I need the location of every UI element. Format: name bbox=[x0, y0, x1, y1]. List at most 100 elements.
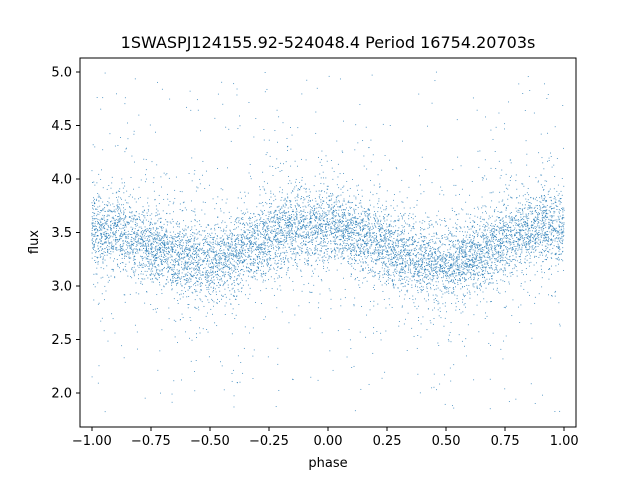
scatter-point bbox=[291, 224, 293, 225]
scatter-point bbox=[445, 256, 447, 258]
scatter-point bbox=[497, 240, 499, 242]
scatter-point bbox=[326, 218, 328, 220]
scatter-point bbox=[405, 318, 406, 320]
scatter-point bbox=[175, 320, 177, 322]
scatter-point bbox=[519, 256, 521, 258]
scatter-point bbox=[417, 274, 419, 276]
scatter-point bbox=[128, 245, 130, 247]
scatter-point bbox=[315, 259, 317, 261]
scatter-point bbox=[263, 243, 265, 245]
scatter-point bbox=[183, 276, 184, 278]
scatter-point bbox=[517, 249, 519, 251]
scatter-point bbox=[488, 282, 490, 284]
scatter-point bbox=[485, 268, 487, 270]
scatter-point bbox=[279, 247, 281, 249]
scatter-point bbox=[331, 213, 333, 215]
scatter-point bbox=[240, 269, 242, 271]
scatter-point bbox=[156, 258, 158, 259]
scatter-point bbox=[510, 228, 512, 230]
scatter-point bbox=[352, 202, 353, 203]
scatter-point bbox=[443, 194, 445, 196]
scatter-point bbox=[276, 214, 278, 216]
scatter-point bbox=[510, 236, 512, 238]
scatter-point bbox=[465, 252, 467, 254]
scatter-point bbox=[203, 250, 205, 252]
scatter-point bbox=[379, 271, 381, 273]
scatter-point bbox=[473, 278, 475, 280]
scatter-point bbox=[127, 247, 128, 249]
scatter-point bbox=[549, 268, 551, 270]
scatter-point bbox=[449, 232, 450, 234]
scatter-point bbox=[314, 175, 316, 177]
scatter-point bbox=[535, 243, 537, 245]
scatter-point bbox=[209, 248, 211, 249]
scatter-point bbox=[399, 295, 400, 297]
scatter-point bbox=[397, 229, 399, 231]
scatter-point bbox=[452, 287, 454, 289]
scatter-point bbox=[247, 243, 249, 245]
scatter-point bbox=[322, 231, 324, 233]
scatter-point bbox=[350, 252, 352, 254]
scatter-point bbox=[178, 276, 180, 278]
scatter-point bbox=[455, 252, 457, 254]
scatter-point bbox=[212, 249, 214, 251]
scatter-point bbox=[380, 221, 381, 223]
scatter-point bbox=[152, 254, 154, 255]
scatter-point bbox=[426, 247, 428, 249]
scatter-point bbox=[268, 269, 270, 271]
scatter-point bbox=[420, 229, 422, 231]
scatter-point bbox=[288, 218, 290, 220]
scatter-point bbox=[124, 266, 126, 267]
scatter-point bbox=[207, 250, 209, 252]
scatter-point bbox=[510, 231, 512, 233]
scatter-point bbox=[385, 263, 387, 265]
scatter-point bbox=[100, 108, 102, 110]
scatter-point bbox=[547, 233, 549, 235]
scatter-point bbox=[249, 247, 251, 249]
scatter-point bbox=[249, 293, 251, 295]
scatter-point bbox=[554, 211, 556, 213]
scatter-point bbox=[364, 212, 365, 214]
scatter-point bbox=[323, 200, 325, 202]
scatter-point bbox=[394, 254, 396, 255]
scatter-point bbox=[514, 235, 516, 236]
scatter-point bbox=[133, 273, 135, 275]
scatter-point bbox=[305, 229, 307, 231]
scatter-point bbox=[395, 271, 397, 273]
scatter-point bbox=[163, 257, 165, 258]
scatter-point bbox=[124, 182, 125, 184]
scatter-point bbox=[367, 231, 369, 233]
scatter-point bbox=[519, 238, 521, 240]
scatter-point bbox=[558, 259, 560, 261]
scatter-point bbox=[374, 211, 376, 212]
scatter-point bbox=[363, 253, 365, 255]
scatter-point bbox=[230, 230, 231, 232]
scatter-point bbox=[524, 216, 526, 218]
scatter-point bbox=[470, 276, 472, 278]
scatter-point bbox=[489, 272, 491, 274]
scatter-point bbox=[133, 232, 135, 233]
scatter-point bbox=[342, 217, 344, 219]
scatter-point bbox=[175, 251, 176, 253]
scatter-point bbox=[176, 273, 178, 275]
scatter-point bbox=[382, 253, 383, 255]
scatter-point bbox=[101, 243, 103, 245]
scatter-point bbox=[200, 282, 202, 284]
scatter-point bbox=[184, 264, 186, 266]
scatter-point bbox=[185, 225, 187, 227]
scatter-point bbox=[339, 207, 341, 209]
scatter-point bbox=[544, 216, 546, 218]
scatter-point bbox=[502, 270, 504, 271]
scatter-point bbox=[341, 234, 343, 236]
scatter-point bbox=[121, 178, 123, 180]
scatter-point bbox=[96, 256, 98, 258]
scatter-point bbox=[131, 215, 133, 217]
scatter-point bbox=[462, 286, 464, 288]
scatter-point bbox=[513, 217, 515, 219]
scatter-point bbox=[124, 229, 126, 231]
scatter-point bbox=[385, 284, 387, 286]
scatter-point bbox=[417, 252, 419, 253]
scatter-point bbox=[317, 203, 319, 205]
scatter-point bbox=[140, 255, 141, 257]
scatter-point bbox=[144, 230, 146, 232]
